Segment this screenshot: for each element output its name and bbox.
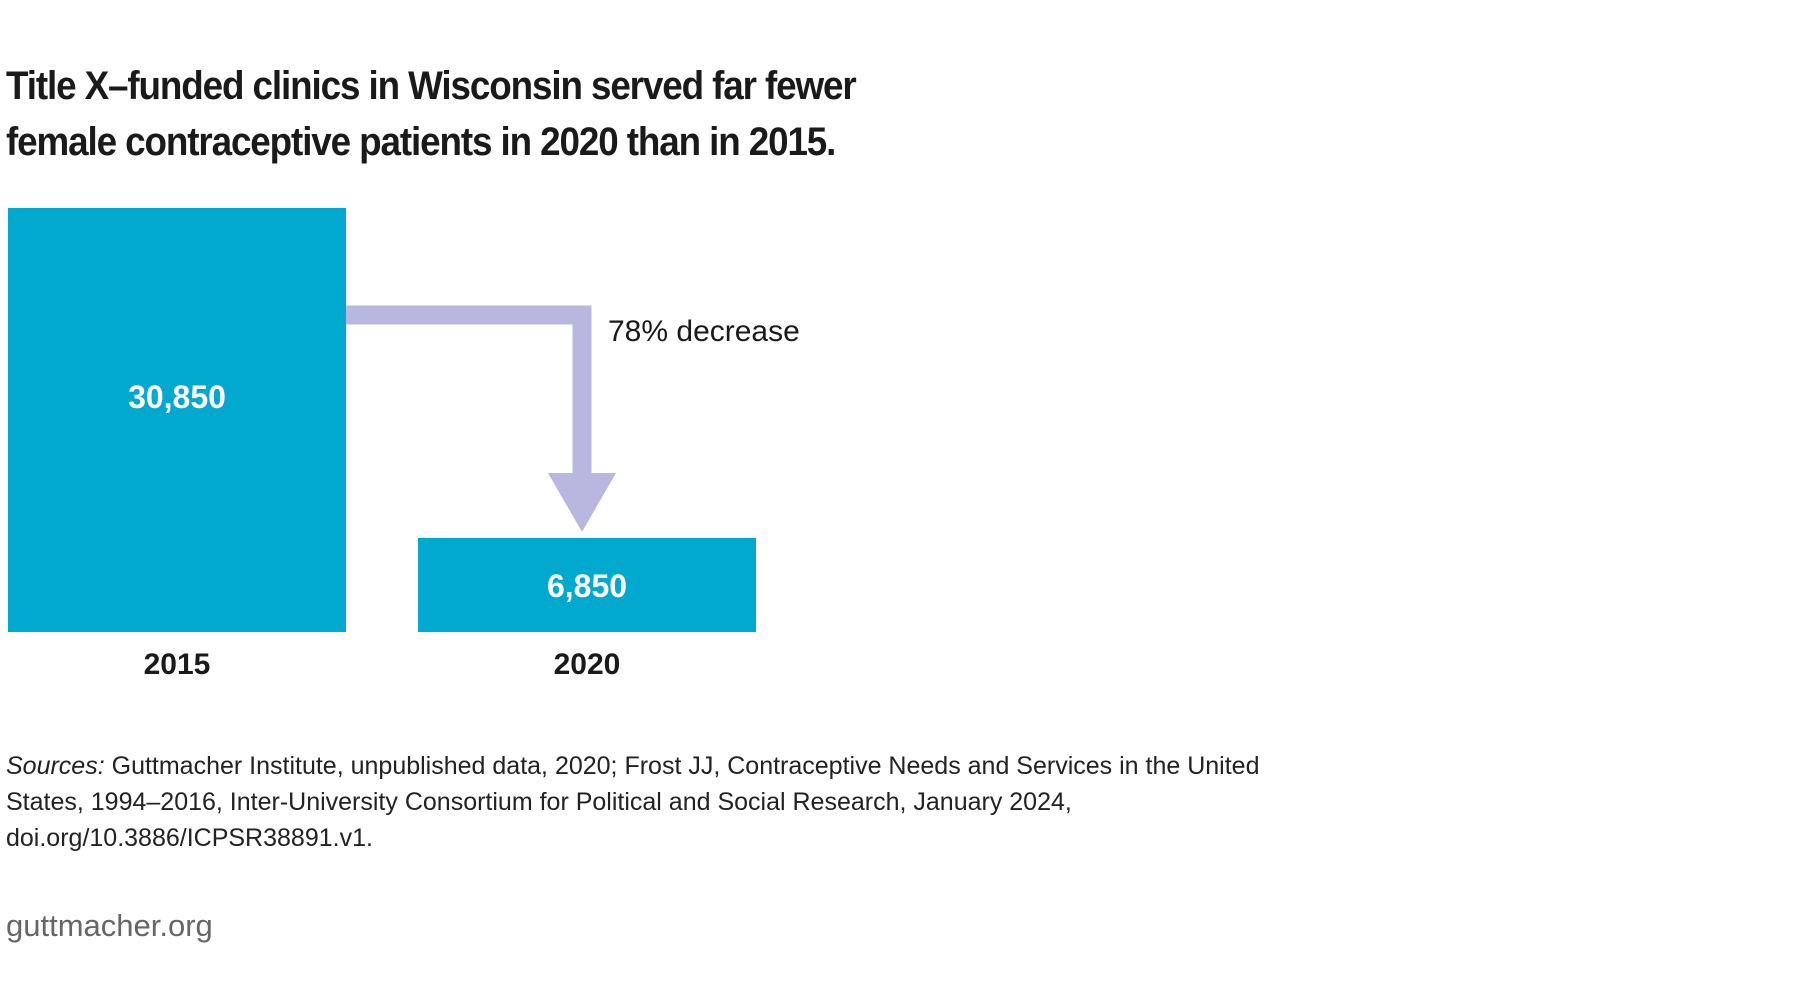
sources-text: Guttmacher Institute, unpublished data, … <box>6 752 1260 852</box>
category-label-2020: 2020 <box>554 648 621 681</box>
decrease-arrow-shaft <box>346 305 592 473</box>
chart-title-line-2: female contraceptive patients in 2020 th… <box>6 120 836 164</box>
chart-title: Title X–funded clinics in Wisconsin serv… <box>6 58 908 170</box>
bar-value-label-2015: 30,850 <box>128 379 226 415</box>
footer-url: guttmacher.org <box>6 908 213 943</box>
sources-note: Sources: Guttmacher Institute, unpublish… <box>6 748 1306 856</box>
chart-title-line-1: Title X–funded clinics in Wisconsin serv… <box>6 64 857 108</box>
decrease-annotation: 78% decrease <box>608 315 800 348</box>
bar-2020 <box>418 537 756 632</box>
bar-2015 <box>8 208 346 632</box>
decrease-arrow-head <box>548 473 616 532</box>
bar-value-label-2020: 6,850 <box>547 568 627 604</box>
category-label-2015: 2015 <box>144 648 211 681</box>
bar-chart: 30,850 2015 6,850 2020 78% decrease <box>8 208 800 681</box>
sources-label: Sources: <box>6 752 105 780</box>
